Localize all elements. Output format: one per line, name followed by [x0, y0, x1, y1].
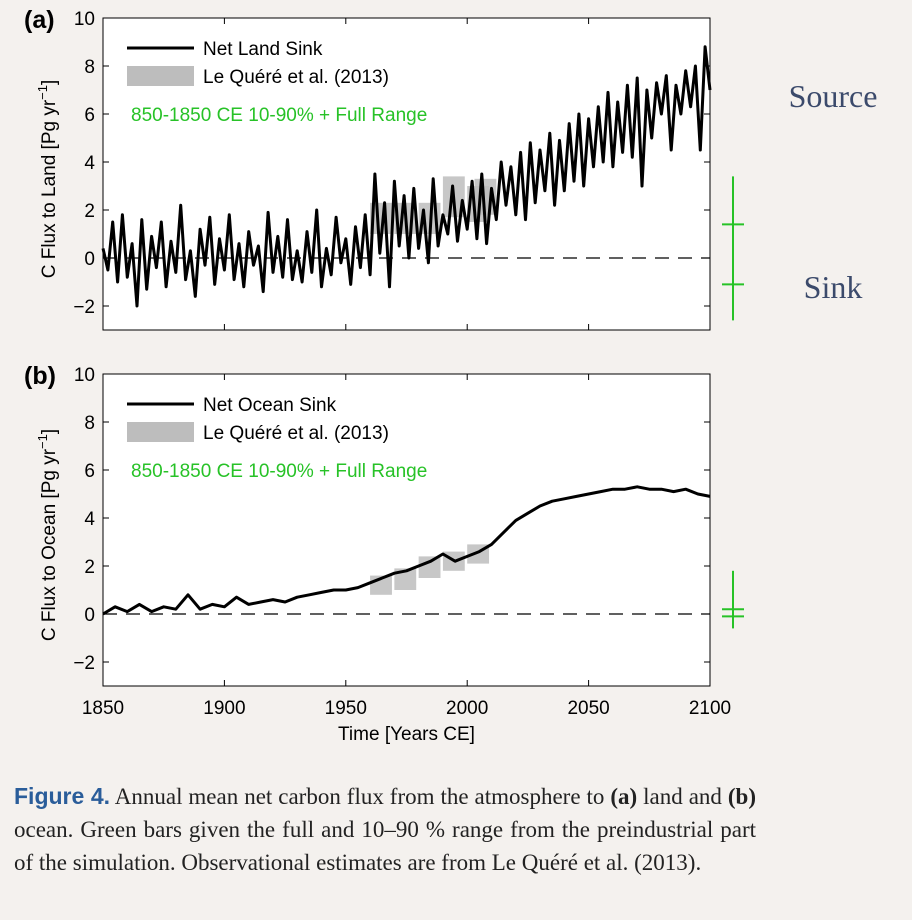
legend-box-label: Le Quéré et al. (2013)	[203, 67, 389, 88]
y-axis-label-exponent: −1	[35, 85, 50, 100]
y-tick-label: −2	[73, 297, 95, 318]
y-tick-label: 0	[84, 249, 95, 270]
panel-label: (b)	[24, 362, 56, 390]
x-tick-label: 1850	[82, 698, 124, 719]
le-quere-box-2	[394, 568, 417, 590]
legend-range-label: 850-1850 CE 10-90% + Full Range	[131, 461, 427, 482]
x-axis-label: Time [Years CE]	[338, 724, 475, 745]
legend-line-label: Net Land Sink	[203, 39, 323, 60]
y-axis-label-text: C Flux to Land [Pg yr	[39, 99, 60, 278]
figure-caption: Figure 4. Annual mean net carbon flux fr…	[14, 780, 756, 879]
series-line-net-ocean-sink	[102, 485, 711, 616]
y-tick-label: 6	[84, 461, 95, 482]
panel-b: −2 0 2 4 6 8 10 1850 1900 1950 2000 2050 2100 Time [Y…	[24, 362, 744, 745]
annotation-sink: Sink	[804, 269, 863, 305]
y-tick-label: 10	[74, 365, 95, 386]
plot-area	[102, 17, 711, 331]
x-tick-label: 2000	[446, 698, 488, 719]
caption-text-1: Annual mean net carbon flux from the atm…	[110, 784, 611, 809]
y-tick-label: 6	[84, 105, 95, 126]
y-tick-label: −2	[73, 653, 95, 674]
legend-line-label: Net Ocean Sink	[203, 395, 337, 416]
caption-text-3: ocean. Green bars given the full and 10–…	[14, 817, 756, 875]
y-axis-label-bracket: ]	[39, 80, 60, 85]
y-tick-label: 2	[84, 557, 95, 578]
y-axis-label: C Flux to Land [Pg yr−1]	[35, 80, 60, 279]
y-axis-label: C Flux to Ocean [Pg yr−1]	[35, 429, 60, 641]
caption-figure-label: Figure 4.	[14, 783, 111, 809]
x-tick-label: 2100	[689, 698, 731, 719]
series-line-net-land-sink	[101, 45, 712, 308]
legend-box-swatch	[127, 66, 194, 86]
y-tick-label: 8	[84, 413, 95, 434]
legend-box-label: Le Quéré et al. (2013)	[203, 423, 389, 444]
y-tick-label: 0	[84, 605, 95, 626]
y-axis-label-exponent: −1	[35, 434, 50, 449]
legend-range-label: 850-1850 CE 10-90% + Full Range	[131, 105, 427, 126]
y-axis-label-text: C Flux to Ocean [Pg yr	[39, 448, 60, 641]
y-tick-label: 4	[84, 153, 95, 174]
y-tick-label: 8	[84, 57, 95, 78]
x-tick-label: 1950	[325, 698, 367, 719]
plot-area	[102, 373, 711, 687]
annotation-source: Source	[789, 78, 878, 114]
legend-box-swatch	[127, 422, 194, 442]
caption-text-2: land and	[637, 784, 728, 809]
x-tick-label: 2050	[567, 698, 609, 719]
y-tick-label: 4	[84, 509, 95, 530]
caption-b: (b)	[727, 784, 756, 809]
panel-a: −2 0 2 4 6 8 10 (a) C Flux to Land [Pg yr−1] Net …	[24, 6, 878, 331]
y-tick-label: 2	[84, 201, 95, 222]
y-axis-label-bracket: ]	[39, 429, 60, 434]
le-quere-box-3	[418, 556, 441, 578]
caption-a: (a)	[610, 784, 638, 809]
panel-label: (a)	[24, 6, 55, 34]
y-tick-label: 10	[74, 9, 95, 30]
x-tick-label: 1900	[203, 698, 245, 719]
